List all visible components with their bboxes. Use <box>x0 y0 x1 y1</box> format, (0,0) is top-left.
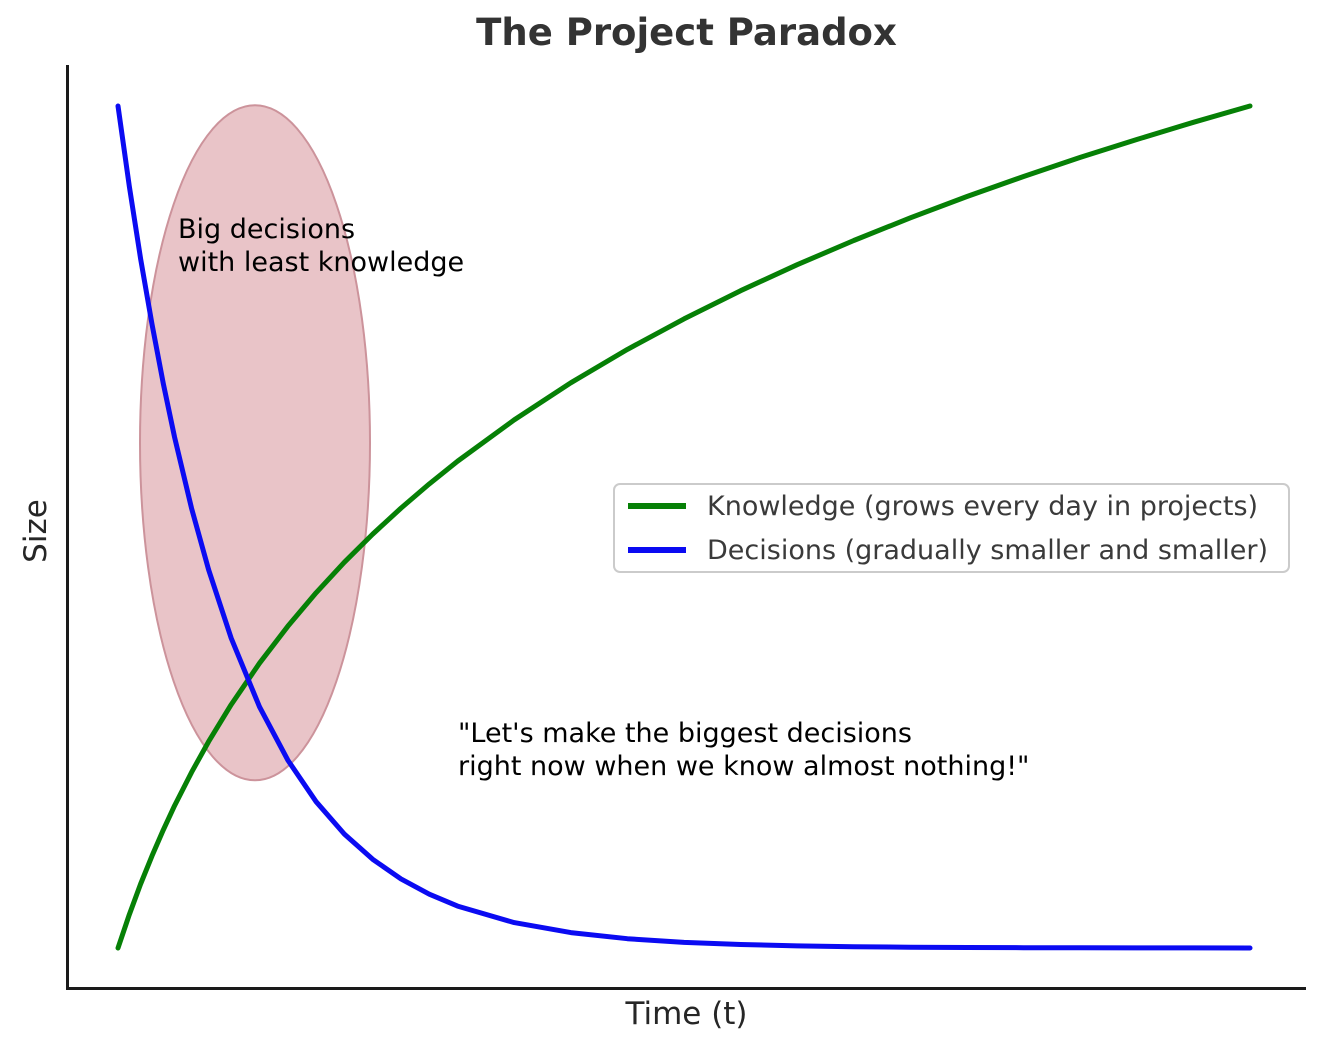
annotation-big-decisions: Big decisions with least knowledge <box>178 213 464 279</box>
annotation-big-decisions-line1: Big decisions <box>178 214 356 245</box>
annotation-quote: "Let's make the biggest decisions right … <box>458 717 1029 783</box>
legend-item-knowledge: Knowledge (grows every day in projects) <box>628 491 1288 522</box>
legend-item-decisions: Decisions (gradually smaller and smaller… <box>628 535 1288 566</box>
legend-swatch-knowledge-icon <box>628 503 686 509</box>
x-axis-label: Time (t) <box>625 996 748 1032</box>
annotation-quote-line1: "Let's make the biggest decisions <box>458 718 912 749</box>
legend: Knowledge (grows every day in projects) … <box>613 483 1290 573</box>
highlight-ellipse <box>139 104 371 782</box>
annotation-big-decisions-line2: with least knowledge <box>178 247 465 278</box>
decisions-curve <box>115 103 1253 951</box>
legend-label-knowledge: Knowledge (grows every day in projects) <box>707 490 1259 522</box>
legend-swatch-decisions-icon <box>628 547 686 553</box>
y-axis-label: Size <box>18 499 54 563</box>
chart-title: The Project Paradox <box>476 11 897 54</box>
legend-label-decisions: Decisions (gradually smaller and smaller… <box>707 534 1269 566</box>
annotation-quote-line2: right now when we know almost nothing!" <box>458 751 1030 782</box>
knowledge-curve <box>115 103 1253 951</box>
